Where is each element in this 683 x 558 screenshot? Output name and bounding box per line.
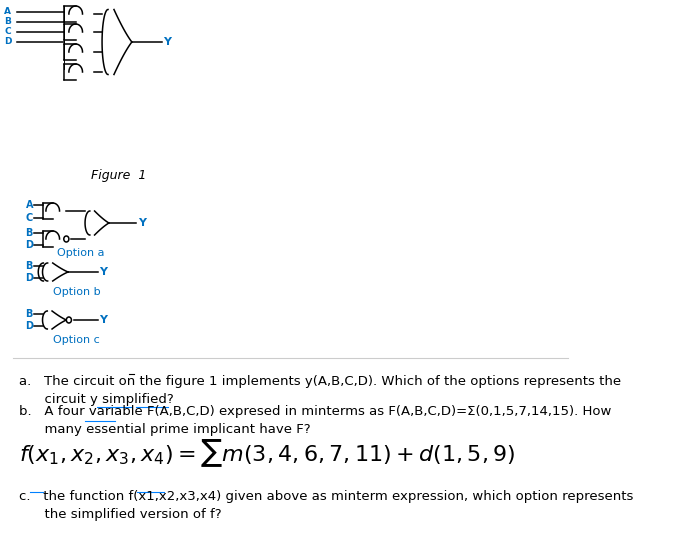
Text: Option a: Option a [57, 248, 104, 258]
Text: b.   A four variable F(A,B,C,D) expresed in minterms as F(A,B,C,D)=Σ(0,1,5,7,14,: b. A four variable F(A,B,C,D) expresed i… [18, 405, 611, 436]
Text: B: B [25, 261, 33, 271]
Text: B: B [4, 17, 11, 26]
Text: D: D [25, 321, 33, 331]
Text: Y: Y [100, 267, 107, 277]
Text: A: A [4, 7, 11, 17]
Text: a.   The circuit on the figure 1 implements y(A,B,C,D). Which of the options rep: a. The circuit on the figure 1 implement… [18, 375, 621, 406]
Text: Figure  1: Figure 1 [92, 169, 147, 181]
Text: B: B [25, 309, 33, 319]
Text: D: D [25, 273, 33, 283]
Circle shape [64, 236, 69, 242]
Circle shape [66, 317, 72, 323]
Text: $f(x_1, x_2, x_3, x_4) = \sum m(3,4,6,7,11) + d(1,5,9)$: $f(x_1, x_2, x_3, x_4) = \sum m(3,4,6,7,… [18, 437, 515, 469]
Text: C: C [4, 27, 11, 36]
Text: A: A [25, 200, 33, 210]
Text: B: B [25, 228, 33, 238]
Text: c.   the function f(x1,x2,x3,x4) given above as minterm expression, which option: c. the function f(x1,x2,x3,x4) given abo… [18, 490, 633, 521]
Text: Y: Y [100, 315, 107, 325]
Text: Y: Y [163, 37, 171, 47]
Text: D: D [4, 37, 12, 46]
Text: Y: Y [138, 218, 145, 228]
Text: Option c: Option c [53, 335, 100, 345]
Text: D: D [25, 240, 33, 250]
Text: Option b: Option b [53, 287, 100, 297]
Text: C: C [25, 213, 33, 223]
